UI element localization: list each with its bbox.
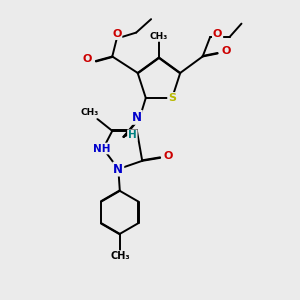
Text: O: O [222, 46, 231, 56]
Text: S: S [168, 93, 176, 103]
Text: N: N [132, 111, 142, 124]
Text: CH₃: CH₃ [81, 109, 99, 118]
Text: CH₃: CH₃ [110, 251, 130, 261]
Text: H: H [128, 130, 137, 140]
Text: CH₃: CH₃ [150, 32, 168, 41]
Text: NH: NH [93, 143, 110, 154]
Text: O: O [82, 55, 92, 64]
Text: N: N [113, 163, 123, 176]
Text: O: O [164, 152, 173, 161]
Text: O: O [213, 29, 222, 39]
Text: O: O [112, 29, 122, 39]
